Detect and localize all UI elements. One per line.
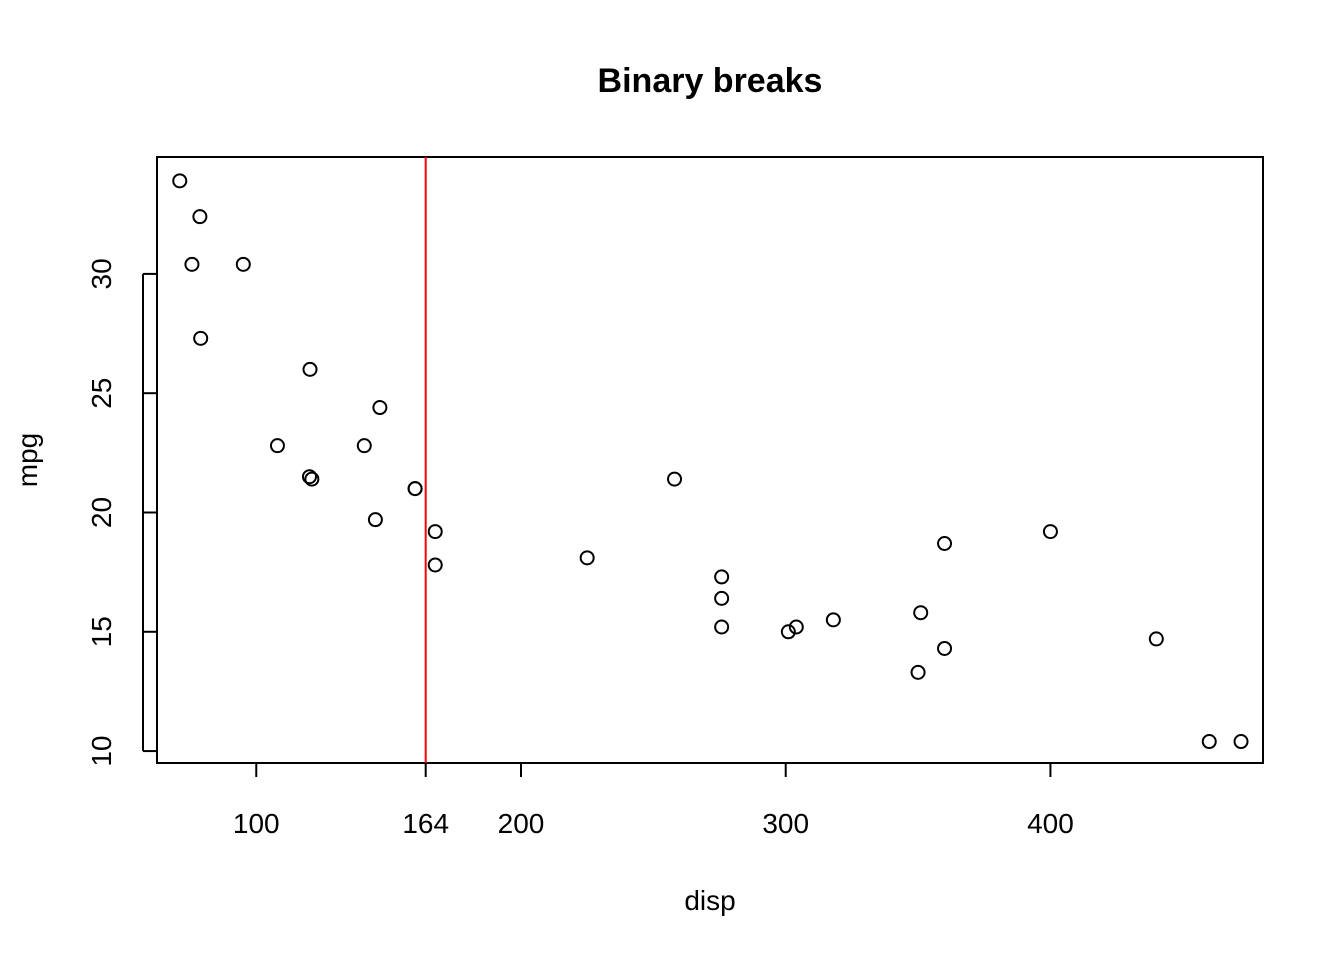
data-point: [825, 612, 841, 628]
data-point: [372, 400, 388, 416]
y-tick-label: 10: [86, 735, 117, 766]
data-point: [269, 438, 285, 454]
data-point: [367, 512, 383, 528]
data-point: [1201, 734, 1217, 750]
data-point: [407, 481, 423, 497]
data-point: [184, 256, 200, 272]
data-point: [714, 619, 730, 635]
data-point: [193, 330, 209, 346]
data-point: [427, 557, 443, 573]
data-point: [579, 550, 595, 566]
plot-frame: [156, 156, 1264, 764]
x-axis: 100 164 200 300 400: [233, 763, 1074, 839]
y-axis-label: mpg: [12, 433, 43, 487]
data-point: [356, 438, 372, 454]
y-axis: 10 15 20 25 30: [86, 258, 157, 767]
data-point: [1233, 734, 1249, 750]
data-point: [172, 173, 188, 189]
data-point: [302, 361, 318, 377]
data-point: [1148, 631, 1164, 647]
x-tick-label: 164: [402, 808, 449, 839]
chart-title: Binary breaks: [598, 62, 823, 100]
data-point: [714, 590, 730, 606]
y-tick-label: 30: [86, 258, 117, 289]
data-points: [172, 173, 1249, 750]
data-point: [714, 569, 730, 585]
data-point: [1042, 524, 1058, 540]
data-point: [304, 471, 320, 487]
data-point: [301, 469, 317, 485]
data-point: [192, 209, 208, 225]
data-point: [667, 471, 683, 487]
y-tick-label: 15: [86, 616, 117, 647]
data-point: [937, 536, 953, 552]
x-tick-label: 100: [233, 808, 280, 839]
data-point: [780, 624, 796, 640]
y-tick-label: 25: [86, 378, 117, 409]
x-tick-label: 200: [498, 808, 545, 839]
x-axis-label: disp: [684, 885, 735, 916]
x-tick-label: 300: [762, 808, 809, 839]
data-point: [937, 640, 953, 656]
data-point: [788, 619, 804, 635]
x-tick-label: 400: [1027, 808, 1074, 839]
data-point: [235, 256, 251, 272]
y-tick-label: 20: [86, 497, 117, 528]
data-point: [910, 664, 926, 680]
data-point: [427, 524, 443, 540]
data-point: [913, 605, 929, 621]
